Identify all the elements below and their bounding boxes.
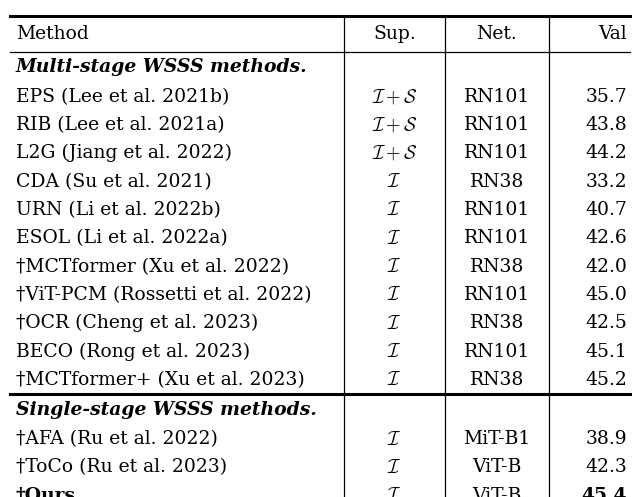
Text: $\mathcal{I}$: $\mathcal{I}$ [387, 314, 402, 333]
Text: URN (Li et al. 2022b): URN (Li et al. 2022b) [16, 201, 221, 219]
Text: L2G (Jiang et al. 2022): L2G (Jiang et al. 2022) [16, 144, 232, 163]
Text: $\mathcal{I}$: $\mathcal{I}$ [387, 229, 402, 248]
Text: 42.6: 42.6 [586, 229, 627, 248]
Text: ViT-B: ViT-B [472, 487, 522, 497]
Text: RN101: RN101 [464, 229, 530, 248]
Text: BECO (Rong et al. 2023): BECO (Rong et al. 2023) [16, 342, 250, 361]
Text: †ViT-PCM (Rossetti et al. 2022): †ViT-PCM (Rossetti et al. 2022) [16, 286, 312, 304]
Text: RN101: RN101 [464, 286, 530, 304]
Text: †AFA (Ru et al. 2022): †AFA (Ru et al. 2022) [16, 430, 218, 448]
Text: $\mathcal{I}$: $\mathcal{I}$ [387, 200, 402, 220]
Text: RIB (Lee et al. 2021a): RIB (Lee et al. 2021a) [16, 116, 225, 134]
Text: †Ours: †Ours [16, 487, 76, 497]
Text: Method: Method [16, 25, 89, 43]
Text: $\mathcal{I}$: $\mathcal{I}$ [387, 172, 402, 191]
Text: RN101: RN101 [464, 87, 530, 106]
Text: 45.4: 45.4 [582, 487, 627, 497]
Text: †OCR (Cheng et al. 2023): †OCR (Cheng et al. 2023) [16, 314, 259, 332]
Text: CDA (Su et al. 2021): CDA (Su et al. 2021) [16, 172, 212, 191]
Text: 42.5: 42.5 [586, 314, 627, 332]
Text: 33.2: 33.2 [586, 172, 627, 191]
Text: RN101: RN101 [464, 201, 530, 219]
Text: $\mathcal{I}+\mathcal{S}$: $\mathcal{I}+\mathcal{S}$ [372, 144, 417, 163]
Text: Multi-stage WSSS methods.: Multi-stage WSSS methods. [16, 58, 308, 76]
Text: EPS (Lee et al. 2021b): EPS (Lee et al. 2021b) [16, 87, 229, 106]
Text: MiT-B1: MiT-B1 [463, 430, 531, 448]
Text: $\mathcal{I}$: $\mathcal{I}$ [387, 285, 402, 305]
Text: RN38: RN38 [470, 172, 524, 191]
Text: 44.2: 44.2 [586, 144, 627, 163]
Text: RN101: RN101 [464, 144, 530, 163]
Text: †MCTformer (Xu et al. 2022): †MCTformer (Xu et al. 2022) [16, 257, 289, 276]
Text: †MCTformer+ (Xu et al. 2023): †MCTformer+ (Xu et al. 2023) [16, 371, 305, 389]
Text: RN38: RN38 [470, 257, 524, 276]
Text: †ToCo (Ru et al. 2023): †ToCo (Ru et al. 2023) [16, 458, 227, 477]
Text: Val: Val [598, 25, 627, 43]
Text: 42.3: 42.3 [586, 458, 627, 477]
Text: ViT-B: ViT-B [472, 458, 522, 477]
Text: $\mathcal{I}$: $\mathcal{I}$ [387, 257, 402, 276]
Text: $\mathcal{I}$: $\mathcal{I}$ [387, 458, 402, 477]
Text: ESOL (Li et al. 2022a): ESOL (Li et al. 2022a) [16, 229, 228, 248]
Text: $\mathcal{I}$: $\mathcal{I}$ [387, 370, 402, 390]
Text: $\mathcal{I}$: $\mathcal{I}$ [387, 486, 402, 497]
Text: $\mathcal{I}+\mathcal{S}$: $\mathcal{I}+\mathcal{S}$ [372, 87, 417, 106]
Text: 42.0: 42.0 [586, 257, 627, 276]
Text: RN101: RN101 [464, 342, 530, 361]
Text: RN38: RN38 [470, 314, 524, 332]
Text: 40.7: 40.7 [586, 201, 627, 219]
Text: $\mathcal{I}$: $\mathcal{I}$ [387, 429, 402, 449]
Text: 45.1: 45.1 [586, 342, 627, 361]
Text: 45.2: 45.2 [586, 371, 627, 389]
Text: $\mathcal{I}$: $\mathcal{I}$ [387, 342, 402, 361]
Text: RN101: RN101 [464, 116, 530, 134]
Text: 45.0: 45.0 [586, 286, 627, 304]
Text: RN38: RN38 [470, 371, 524, 389]
Text: $\mathcal{I}+\mathcal{S}$: $\mathcal{I}+\mathcal{S}$ [372, 115, 417, 135]
Text: Sup.: Sup. [373, 25, 416, 43]
Text: Net.: Net. [477, 25, 517, 43]
Text: 38.9: 38.9 [586, 430, 627, 448]
Text: 43.8: 43.8 [586, 116, 627, 134]
Text: 35.7: 35.7 [586, 87, 627, 106]
Text: Single-stage WSSS methods.: Single-stage WSSS methods. [16, 401, 317, 418]
